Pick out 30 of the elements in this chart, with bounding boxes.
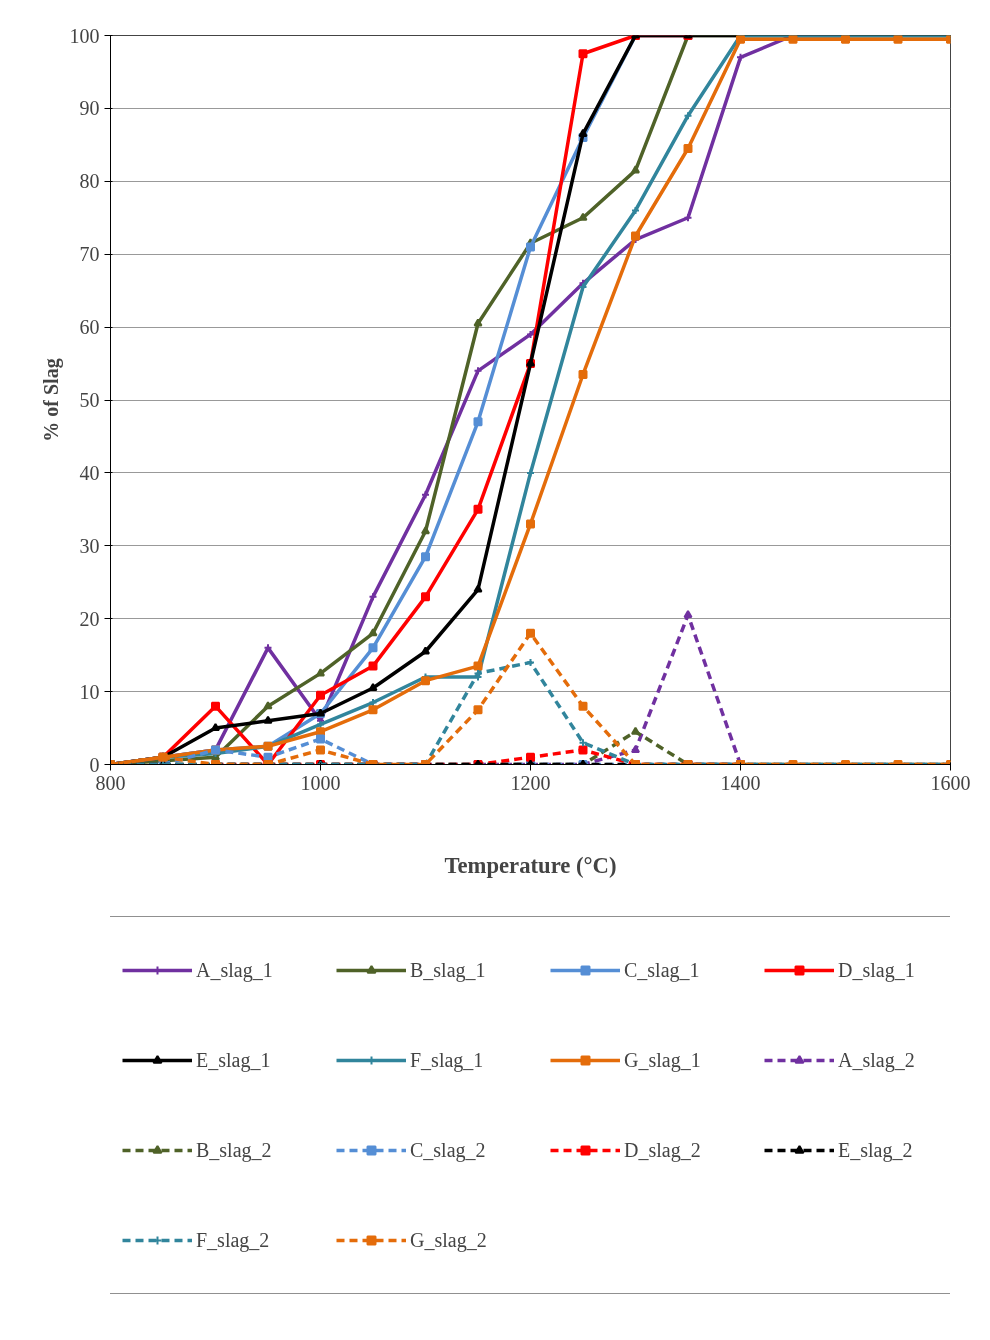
x-tick-label: 1600: [930, 771, 971, 794]
y-axis-title: % of Slag: [39, 358, 63, 442]
y-tick-label: 20: [79, 607, 100, 630]
legend-label: C_slag_2: [410, 1137, 487, 1164]
legend-label: E_slag_1: [196, 1047, 272, 1074]
y-tick-label: 100: [69, 24, 100, 47]
x-tick-label: 1000: [300, 771, 341, 794]
legend-label: F_slag_2: [196, 1227, 271, 1254]
legend-label: G_slag_1: [624, 1047, 702, 1074]
x-axis-title: Temperature (°C): [444, 852, 617, 878]
y-tick-label: 60: [79, 316, 100, 339]
legend-label: A_slag_2: [838, 1047, 916, 1074]
y-tick-label: 80: [79, 170, 100, 193]
legend-label: B_slag_1: [410, 957, 487, 984]
y-tick-label: 10: [79, 680, 100, 703]
y-tick-label: 50: [79, 389, 100, 411]
x-tick-label: 1200: [510, 771, 551, 794]
y-tick-label: 40: [79, 461, 100, 484]
legend-label: C_slag_1: [624, 957, 701, 984]
y-tick-label: 70: [79, 243, 100, 266]
x-tick-label: 1400: [720, 771, 761, 794]
legend-label: A_slag_1: [196, 957, 274, 984]
legend-label: D_slag_1: [838, 957, 916, 984]
legend-label: E_slag_2: [838, 1137, 914, 1164]
y-tick-label: 90: [79, 97, 100, 120]
legend-label: G_slag_2: [410, 1227, 488, 1254]
legend-label: D_slag_2: [624, 1137, 702, 1164]
y-tick-label: 30: [79, 534, 100, 557]
legend-label: B_slag_2: [196, 1137, 273, 1164]
legend-label: F_slag_1: [410, 1047, 485, 1074]
